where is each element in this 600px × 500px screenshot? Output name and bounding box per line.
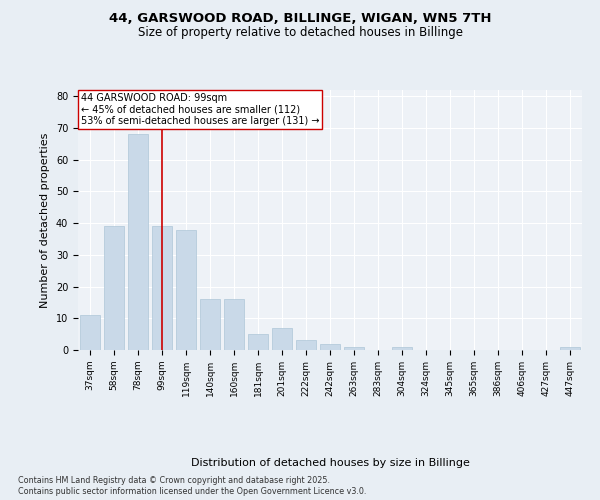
Text: Distribution of detached houses by size in Billinge: Distribution of detached houses by size …	[191, 458, 469, 468]
Bar	[176, 230, 196, 350]
Bar	[200, 300, 220, 350]
Bar	[80, 315, 100, 350]
Bar	[320, 344, 340, 350]
Bar	[224, 300, 244, 350]
Bar	[272, 328, 292, 350]
Bar	[392, 347, 412, 350]
Bar	[152, 226, 172, 350]
Bar	[104, 226, 124, 350]
Text: 44 GARSWOOD ROAD: 99sqm
← 45% of detached houses are smaller (112)
53% of semi-d: 44 GARSWOOD ROAD: 99sqm ← 45% of detache…	[80, 92, 319, 126]
Bar	[248, 334, 268, 350]
Text: Size of property relative to detached houses in Billinge: Size of property relative to detached ho…	[137, 26, 463, 39]
Bar	[560, 347, 580, 350]
Bar	[344, 347, 364, 350]
Text: Contains HM Land Registry data © Crown copyright and database right 2025.: Contains HM Land Registry data © Crown c…	[18, 476, 330, 485]
Bar	[128, 134, 148, 350]
Y-axis label: Number of detached properties: Number of detached properties	[40, 132, 50, 308]
Bar	[296, 340, 316, 350]
Text: Contains public sector information licensed under the Open Government Licence v3: Contains public sector information licen…	[18, 487, 367, 496]
Text: 44, GARSWOOD ROAD, BILLINGE, WIGAN, WN5 7TH: 44, GARSWOOD ROAD, BILLINGE, WIGAN, WN5 …	[109, 12, 491, 26]
